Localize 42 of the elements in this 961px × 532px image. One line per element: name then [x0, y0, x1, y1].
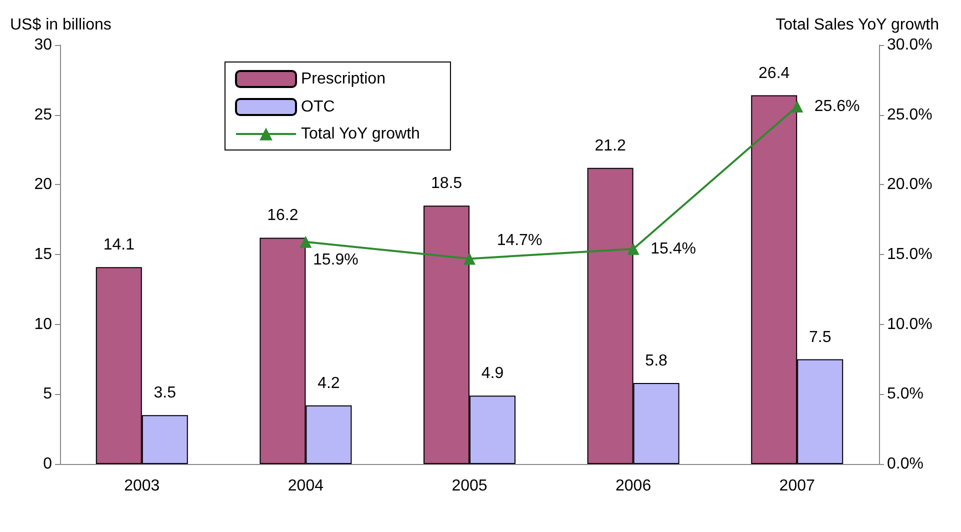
data-label: 4.2 [318, 374, 340, 392]
y2-tick-label: 15.0% [887, 246, 932, 263]
data-label: 15.4% [650, 240, 696, 258]
y-tick-label: 20 [34, 176, 52, 194]
y-tick-label: 10 [34, 316, 52, 333]
data-label: 14.7% [496, 232, 542, 250]
y2-axis-title: Total Sales YoY growth [776, 16, 939, 34]
x-tick-label: 2006 [616, 478, 652, 494]
x-tick-label: 2004 [288, 478, 324, 494]
point [627, 242, 640, 255]
y2-tick-label: 20.0% [887, 176, 932, 194]
y-tick-label: 25 [34, 106, 52, 124]
y2-tick-label: 30.0% [887, 36, 932, 54]
point [464, 252, 476, 265]
data-label: 26.4 [758, 64, 790, 82]
data-label: 18.5 [430, 175, 462, 192]
y-tick-label: 5 [43, 386, 52, 403]
y2-tick-label: 25.0% [887, 106, 932, 124]
data-label: 14.1 [103, 236, 135, 254]
y2-tick-label: 0.0% [887, 456, 924, 472]
y-axis-title: US$ in billions [10, 16, 112, 34]
y2-tick-label: 5.0% [887, 386, 924, 403]
legend-label: Prescription [301, 70, 386, 88]
data-label: 5.8 [645, 352, 668, 370]
data-label: 15.9% [313, 251, 358, 268]
y-tick-label: 30 [34, 36, 52, 54]
y-tick-label: 15 [34, 246, 52, 263]
data-label: 21.2 [594, 137, 626, 154]
x-tick-label: 2007 [779, 478, 815, 494]
y-tick-label: 0 [43, 456, 52, 472]
data-label: 25.6% [814, 98, 860, 115]
legend-label: OTC [301, 98, 335, 116]
data-label: 16.2 [267, 207, 298, 224]
y2-tick-label: 10.0% [887, 316, 932, 333]
x-tick-label: 2005 [452, 478, 488, 494]
x-tick-label: 2003 [124, 478, 160, 494]
legend-label: Total YoY growth [301, 126, 420, 142]
point [300, 236, 312, 248]
data-label: 4.9 [481, 365, 504, 382]
point [791, 100, 804, 112]
data-label: 7.5 [808, 328, 832, 346]
data-label: 3.5 [154, 384, 176, 402]
